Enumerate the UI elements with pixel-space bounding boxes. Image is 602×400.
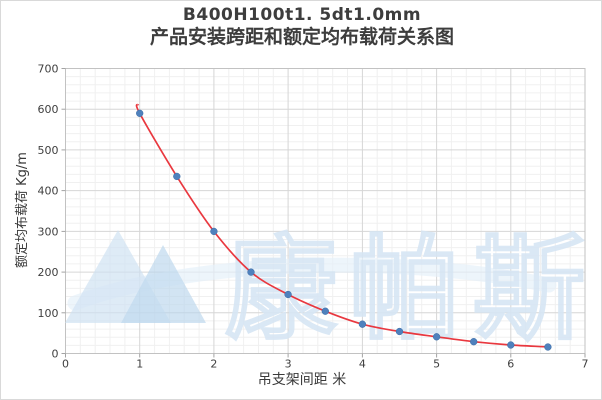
y-tick-label: 700 (38, 63, 59, 76)
axis-ticks (61, 68, 586, 358)
watermark-text: 康帕斯 (225, 225, 597, 355)
data-point (136, 109, 144, 117)
data-point (432, 333, 441, 341)
data-point (544, 343, 552, 351)
data-point (321, 307, 329, 315)
x-tick-label: 2 (210, 358, 217, 371)
data-points (136, 109, 552, 351)
minor-gridlines (65, 68, 585, 354)
y-tick-label: 500 (38, 144, 59, 157)
data-point (247, 268, 255, 276)
tick-labels: 0 1 2 3 4 5 6 7 0 100 200 300 400 500 600 700 (38, 63, 589, 371)
data-point (395, 327, 404, 336)
x-tick-label: 5 (433, 358, 440, 371)
x-axis-title: 吊支架间距 米 (257, 372, 347, 388)
x-tick-label: 3 (285, 358, 292, 371)
y-tick-label: 100 (38, 307, 59, 320)
x-tick-label: 0 (62, 358, 69, 371)
watermark-logo-peak-2 (121, 245, 206, 323)
data-point (173, 172, 181, 181)
x-tick-label: 6 (507, 358, 514, 371)
chart-title: B400H100t1. 5dt1.0mm 产品安装跨距和额定均布载荷关系图 (1, 5, 601, 48)
data-point (284, 290, 292, 299)
data-point (358, 320, 367, 328)
data-point (210, 227, 218, 236)
y-axis-title: 额定均布载荷 Kg/m (15, 152, 30, 268)
y-tick-label: 300 (38, 225, 59, 238)
plot-frame (65, 68, 586, 354)
chart-title-line2: 产品安装跨距和额定均布载荷关系图 (149, 26, 454, 48)
watermark: 康帕斯 (65, 224, 597, 356)
y-tick-label: 600 (38, 103, 59, 116)
x-tick-label: 4 (359, 358, 366, 371)
data-point (507, 341, 515, 349)
y-tick-label: 200 (38, 266, 59, 279)
y-tick-label: 0 (52, 348, 59, 361)
x-tick-label: 1 (136, 358, 143, 371)
data-point (470, 338, 478, 346)
chart-title-line1: B400H100t1. 5dt1.0mm (182, 5, 422, 25)
x-tick-label: 7 (582, 358, 589, 371)
y-tick-label: 400 (38, 185, 59, 198)
